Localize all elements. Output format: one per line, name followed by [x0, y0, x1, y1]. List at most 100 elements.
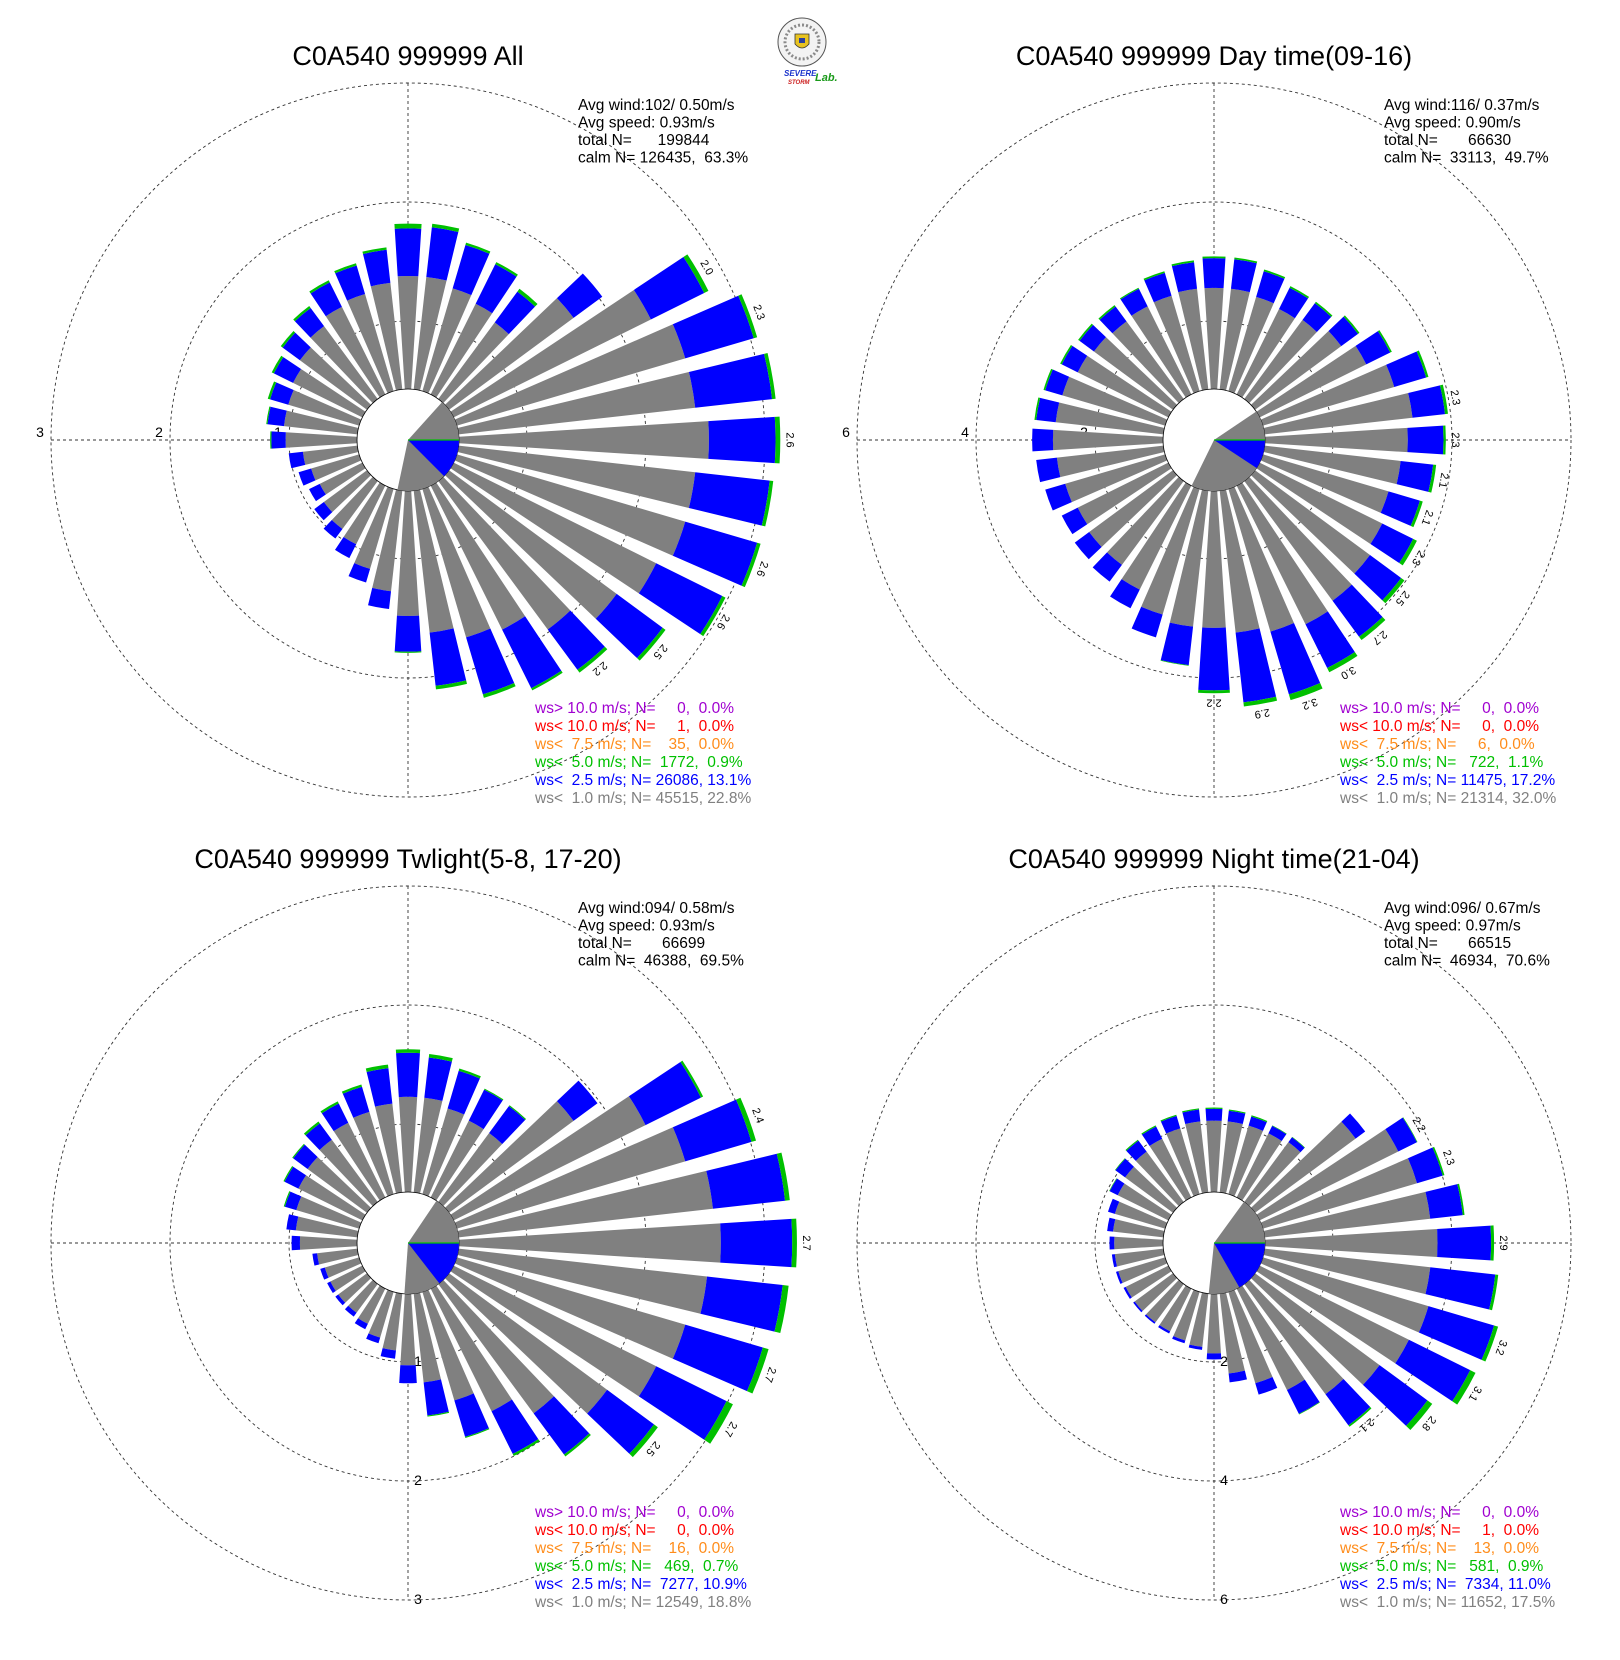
bar-segment-lt5	[563, 1433, 591, 1457]
bar-segment-lt1	[1260, 364, 1395, 426]
bar-segment-lt5	[1288, 683, 1323, 701]
bar-segment-lt5	[1125, 1139, 1139, 1151]
bar-segment-lt2-5	[1362, 1365, 1428, 1426]
bar-segment-lt2-5	[284, 1166, 307, 1189]
bar-segment-lt5	[736, 1097, 757, 1142]
bar-segment-lt2-5	[366, 1333, 381, 1344]
bar-segment-lt2-5	[298, 468, 316, 486]
bar-segment-lt5	[680, 1060, 704, 1098]
bar-segment-lt2-5	[293, 1144, 318, 1169]
bar-segment-lt1	[454, 1127, 686, 1229]
bar-segment-lt1	[1065, 454, 1168, 503]
bar-segment-lt1	[1228, 486, 1294, 632]
bar-segment-lt1	[1125, 1265, 1172, 1298]
bar-segment-lt2-5	[1036, 457, 1061, 483]
bar-segment-lt2-5	[335, 1294, 346, 1306]
bar-segment-lt5	[746, 1347, 769, 1394]
bar-segment-lt2-5	[267, 406, 287, 427]
bar-segment-lt1	[338, 1273, 372, 1303]
bar-segment-lt2-5	[1111, 1254, 1118, 1268]
bar-segment-lt1	[298, 1175, 366, 1221]
bar-segment-lt2-5	[335, 265, 366, 301]
bar-segment-lt1	[1228, 296, 1274, 394]
bar-segment-lt5	[1141, 1125, 1157, 1135]
bar-segment-lt2-5	[1305, 611, 1355, 668]
bar-segment-lt1	[333, 1122, 386, 1201]
bar-segment-lt5	[431, 223, 460, 232]
bar-segment-lt2-5	[394, 615, 422, 652]
bar-segment-lt5	[1443, 425, 1446, 455]
bar-value-label: 2.6	[754, 560, 771, 578]
legend-entry: ws> 10.0 m/s; N= 0, 0.0%	[534, 1504, 734, 1521]
bar-segment-lt2-5	[321, 1103, 349, 1132]
bar-segment-lt5	[1205, 1107, 1223, 1109]
bar-segment-lt1	[422, 1108, 465, 1197]
bar-segment-lt5	[1410, 500, 1423, 528]
bar-segment-lt2-5	[720, 1218, 793, 1268]
bar-segment-lt2-5	[700, 1276, 783, 1332]
bar-segment-lt1	[319, 1139, 378, 1207]
logo-shield-center	[799, 38, 805, 43]
bar-segment-lt2-5	[708, 416, 776, 464]
ring-label: 2	[1220, 1353, 1228, 1369]
legend-entry: ws< 10.0 m/s; N= 0, 0.0%	[1339, 718, 1539, 735]
bar-value-label: 2.2	[1410, 1115, 1428, 1134]
bar-segment-lt5	[428, 1053, 453, 1062]
bar-segment-lt5	[303, 1121, 320, 1136]
bar-segment-lt1	[1149, 1138, 1192, 1201]
bar-segment-lt1	[454, 454, 686, 556]
bar-segment-lt2-5	[1425, 1184, 1463, 1219]
bar-segment-lt1	[422, 288, 472, 394]
bar-segment-lt1	[317, 1248, 359, 1265]
bar-segment-lt1	[1189, 1292, 1209, 1347]
bar-segment-lt1	[375, 1103, 403, 1194]
bar-segment-lt1	[1062, 376, 1168, 426]
bar-segment-lt5	[1263, 269, 1286, 279]
panel-title: C0A540 999999 All	[292, 41, 523, 71]
bar-segment-lt1	[1244, 1279, 1344, 1395]
bar-value-label: 2.6	[783, 432, 795, 447]
bar-segment-lt5	[1251, 1115, 1268, 1123]
bar-segment-lt1	[1256, 1129, 1399, 1221]
bar-segment-lt1	[1263, 1248, 1431, 1295]
bar-segment-lt2-5	[284, 1191, 302, 1211]
bar-segment-lt2-5	[1123, 1286, 1132, 1299]
bar-segment-lt2-5	[475, 264, 517, 314]
bar-segment-lt5	[1043, 368, 1053, 391]
bar-segment-lt1	[1263, 445, 1401, 485]
bar-segment-lt2-5	[1061, 345, 1088, 373]
bar-segment-lt1	[285, 432, 358, 448]
bar-segment-lt1	[1256, 1265, 1409, 1364]
bar-segment-lt5	[283, 1191, 291, 1207]
stats-line: Avg speed: 0.93m/s	[578, 918, 715, 935]
bar-segment-lt1	[444, 1101, 574, 1213]
bar-segment-lt2-5	[1182, 1109, 1201, 1125]
bar-segment-lt2-5	[1227, 1110, 1246, 1125]
legend-entry: ws< 10.0 m/s; N= 1, 0.0%	[534, 718, 734, 735]
panel-title: C0A540 999999 Twlight(5-8, 17-20)	[194, 844, 621, 874]
bar-segment-lt1	[1178, 288, 1209, 391]
bar-segment-lt5	[764, 353, 776, 400]
legend-entry: ws< 5.0 m/s; N= 581, 0.9%	[1339, 1558, 1544, 1575]
bar-segment-lt2-5	[491, 1399, 539, 1454]
bar-segment-lt5	[1348, 1407, 1372, 1427]
bar-segment-lt1	[450, 1265, 657, 1397]
bar-segment-lt5	[435, 680, 467, 690]
bar-segment-lt1	[1113, 1219, 1165, 1238]
bar-segment-lt1	[430, 1285, 512, 1412]
bar-segment-lt5	[512, 1439, 540, 1457]
bar-segment-lt5	[1098, 305, 1116, 320]
bar-segment-lt2-5	[1355, 331, 1391, 365]
legend-entry: ws> 10.0 m/s; N= 0, 0.0%	[534, 700, 734, 717]
bar-segment-lt1	[422, 1289, 474, 1401]
logo-seal-ring	[783, 23, 821, 61]
bar-segment-lt1	[1055, 402, 1165, 435]
legend-entry: ws< 7.5 m/s; N= 13, 0.0%	[1339, 1540, 1539, 1557]
bar-segment-lt2-5	[362, 249, 391, 287]
bar-segment-lt1	[368, 1289, 394, 1338]
bar-segment-lt5	[458, 1068, 481, 1079]
bar-segment-lt2-5	[270, 382, 294, 405]
bar-segment-lt5	[774, 1285, 789, 1334]
bar-segment-lt5	[270, 431, 272, 449]
panel-title: C0A540 999999 Day time(09-16)	[1016, 41, 1412, 71]
